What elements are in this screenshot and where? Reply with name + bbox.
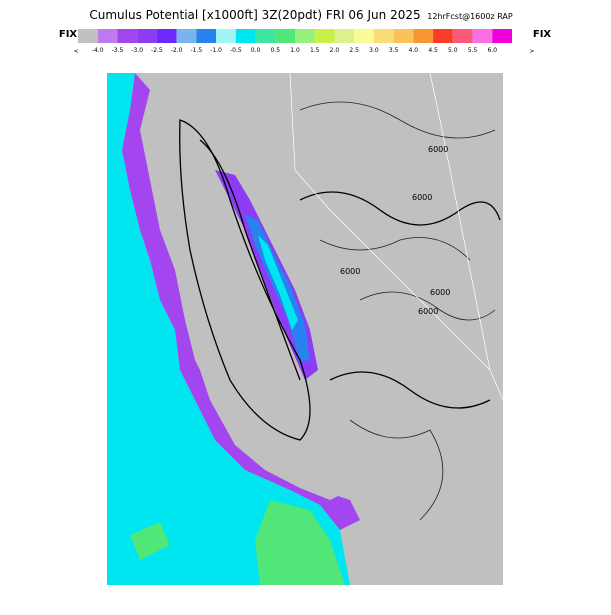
contour-label: 6000 [418, 307, 438, 316]
ocean [107, 73, 350, 585]
subtitle: 12hrFcst@1600z RAP [427, 12, 513, 21]
state-border [289, 72, 491, 371]
color-swatch [176, 29, 197, 43]
map: 6000 6000 6000 6000 6000 [107, 72, 504, 585]
color-swatch [235, 29, 256, 43]
colorbar-label: -2.0 [171, 47, 183, 54]
color-swatch [413, 29, 434, 43]
contour-label: 6000 [340, 267, 360, 276]
coastal-band [122, 73, 360, 530]
color-swatch [137, 29, 157, 43]
colorbar-label: 4.5 [428, 47, 438, 54]
contour-label: 6000 [412, 193, 432, 202]
color-swatch [373, 29, 394, 43]
colorbar-label: 6.0 [487, 47, 497, 54]
color-swatch [196, 29, 217, 43]
fix-right: FIX [533, 29, 552, 40]
colorbar-label: -2.5 [151, 47, 163, 54]
colorbar-label: -4.0 [92, 47, 104, 54]
arrow-right: > [529, 48, 534, 55]
sierra-peak [258, 235, 298, 330]
color-swatch [255, 29, 276, 43]
colorbar-label: -3.0 [131, 47, 143, 54]
arrow-left: < [73, 48, 78, 55]
color-swatch [354, 29, 374, 43]
contour [349, 419, 444, 521]
contour [299, 191, 501, 226]
color-swatch [295, 29, 315, 43]
colorbar-label: 2.0 [330, 47, 340, 54]
colorbar-label: -1.0 [210, 47, 222, 54]
color-swatch [97, 29, 118, 43]
contour-label: 6000 [428, 145, 448, 154]
colorbar: -4.0 -3.5 -3.0 -2.5 -2.0 -1.5 -1.0 -0.5 0.0 0.5 1.… [78, 29, 512, 54]
contour [199, 139, 301, 381]
contour [179, 119, 311, 441]
colorbar-label: 2.5 [349, 47, 359, 54]
color-swatch [452, 29, 473, 43]
color-swatch [472, 29, 493, 43]
color-swatch [275, 29, 295, 43]
contour [359, 291, 496, 321]
colorbar-label: 1.5 [310, 47, 320, 54]
contour-label: 6000 [430, 288, 450, 297]
colorbar-label: -3.5 [112, 47, 124, 54]
state-border [429, 72, 504, 401]
colorbar-label: 3.5 [389, 47, 399, 54]
color-swatch [78, 29, 98, 43]
title: Cumulus Potential [x1000ft] 3Z(20pdt) FR… [89, 8, 420, 22]
colorbar-label: -1.5 [191, 47, 203, 54]
colorbar-label: 0.5 [270, 47, 280, 54]
fix-left: FIX [59, 29, 78, 40]
color-swatch [492, 29, 512, 43]
colorbar-label: 0.0 [251, 47, 261, 54]
color-swatch [156, 29, 177, 43]
color-swatch [433, 29, 453, 43]
contour [299, 101, 496, 139]
colorbar-label: 5.5 [468, 47, 478, 54]
color-swatch [393, 29, 414, 43]
contour [319, 237, 471, 261]
color-swatch [216, 29, 236, 43]
colorbar-label: 3.0 [369, 47, 379, 54]
color-swatch [117, 29, 138, 43]
green-area-2 [130, 522, 170, 560]
colorbar-label: 1.0 [290, 47, 300, 54]
colorbar-label: 4.0 [409, 47, 419, 54]
color-swatch [314, 29, 335, 43]
color-swatch [334, 29, 355, 43]
colorbar-label: -0.5 [230, 47, 242, 54]
green-area [255, 500, 345, 585]
coast-range [150, 73, 340, 500]
colorbar-label: 5.0 [448, 47, 458, 54]
contour [329, 371, 491, 409]
